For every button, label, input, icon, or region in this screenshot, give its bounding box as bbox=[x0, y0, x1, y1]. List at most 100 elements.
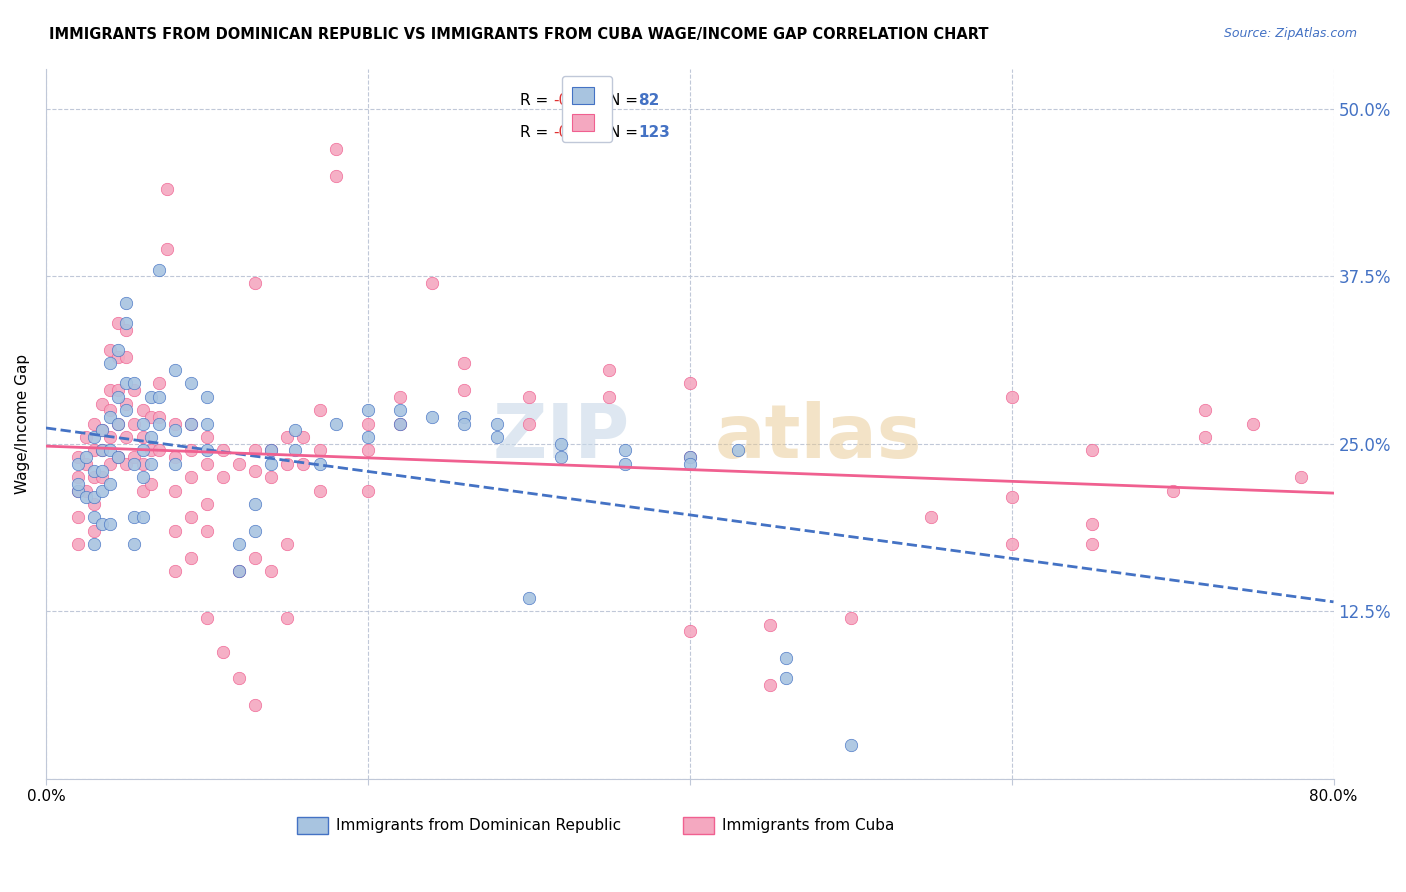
Point bbox=[228, 564, 250, 578]
Point bbox=[260, 443, 283, 458]
Point bbox=[83, 497, 105, 511]
Point bbox=[107, 316, 129, 330]
Point bbox=[260, 564, 283, 578]
Point bbox=[83, 524, 105, 538]
Point bbox=[115, 457, 138, 471]
Point bbox=[245, 497, 267, 511]
Point bbox=[124, 376, 146, 391]
Point bbox=[107, 343, 129, 357]
Point bbox=[98, 403, 121, 417]
Point bbox=[260, 470, 283, 484]
Text: -0.097: -0.097 bbox=[554, 125, 602, 140]
Point bbox=[679, 376, 702, 391]
Point bbox=[91, 464, 114, 478]
Point bbox=[180, 510, 202, 524]
Point bbox=[1241, 417, 1264, 431]
Point bbox=[195, 390, 218, 404]
Point bbox=[115, 316, 138, 330]
Point bbox=[83, 464, 105, 478]
Point bbox=[1001, 537, 1024, 551]
Point bbox=[98, 477, 121, 491]
Point bbox=[453, 417, 475, 431]
Point bbox=[131, 483, 153, 498]
Point bbox=[920, 510, 942, 524]
Point bbox=[260, 457, 283, 471]
Point bbox=[148, 376, 170, 391]
Point bbox=[245, 550, 267, 565]
Point bbox=[212, 470, 235, 484]
Point bbox=[614, 457, 637, 471]
Point bbox=[83, 470, 105, 484]
Point bbox=[139, 390, 162, 404]
Point bbox=[517, 591, 540, 605]
Point bbox=[124, 457, 146, 471]
FancyBboxPatch shape bbox=[683, 817, 714, 834]
Point bbox=[115, 376, 138, 391]
Point bbox=[550, 437, 572, 451]
Point bbox=[148, 409, 170, 424]
Point bbox=[163, 564, 186, 578]
Point bbox=[228, 457, 250, 471]
Point bbox=[107, 417, 129, 431]
Point bbox=[245, 698, 267, 712]
Point bbox=[139, 443, 162, 458]
Point bbox=[163, 524, 186, 538]
Point bbox=[212, 644, 235, 658]
Point bbox=[124, 417, 146, 431]
Point bbox=[308, 483, 330, 498]
Point bbox=[292, 457, 315, 471]
Point bbox=[1001, 390, 1024, 404]
Point bbox=[550, 450, 572, 465]
Point bbox=[124, 510, 146, 524]
Point bbox=[139, 457, 162, 471]
Text: IMMIGRANTS FROM DOMINICAN REPUBLIC VS IMMIGRANTS FROM CUBA WAGE/INCOME GAP CORRE: IMMIGRANTS FROM DOMINICAN REPUBLIC VS IM… bbox=[49, 27, 988, 42]
Point bbox=[67, 483, 90, 498]
Point bbox=[679, 457, 702, 471]
Point bbox=[124, 537, 146, 551]
Point bbox=[83, 491, 105, 505]
FancyBboxPatch shape bbox=[297, 817, 328, 834]
Legend: , : , bbox=[561, 76, 612, 142]
Point bbox=[163, 450, 186, 465]
Point bbox=[131, 457, 153, 471]
Point bbox=[98, 343, 121, 357]
Point bbox=[107, 350, 129, 364]
Point bbox=[107, 417, 129, 431]
Point bbox=[139, 430, 162, 444]
Point bbox=[131, 417, 153, 431]
Point bbox=[124, 383, 146, 397]
Point bbox=[91, 517, 114, 532]
Text: atlas: atlas bbox=[714, 401, 922, 475]
Text: N =: N = bbox=[609, 125, 643, 140]
Point bbox=[357, 417, 380, 431]
Point bbox=[67, 450, 90, 465]
Point bbox=[148, 417, 170, 431]
Point bbox=[180, 417, 202, 431]
Point bbox=[679, 450, 702, 465]
Point bbox=[67, 477, 90, 491]
Point bbox=[228, 564, 250, 578]
Point bbox=[115, 296, 138, 310]
Point bbox=[131, 443, 153, 458]
Point bbox=[517, 417, 540, 431]
Point bbox=[284, 423, 307, 437]
Point bbox=[75, 430, 97, 444]
Point bbox=[245, 276, 267, 290]
Point bbox=[98, 356, 121, 370]
Point bbox=[98, 457, 121, 471]
Point bbox=[292, 430, 315, 444]
Point bbox=[357, 403, 380, 417]
Point bbox=[91, 423, 114, 437]
Point bbox=[839, 611, 862, 625]
Text: 82: 82 bbox=[638, 93, 659, 108]
Point bbox=[195, 430, 218, 444]
Point bbox=[357, 430, 380, 444]
Point bbox=[107, 383, 129, 397]
Point bbox=[517, 390, 540, 404]
Point bbox=[148, 390, 170, 404]
Point bbox=[1194, 430, 1216, 444]
Point bbox=[163, 417, 186, 431]
Point bbox=[180, 417, 202, 431]
Point bbox=[91, 423, 114, 437]
Point bbox=[148, 262, 170, 277]
